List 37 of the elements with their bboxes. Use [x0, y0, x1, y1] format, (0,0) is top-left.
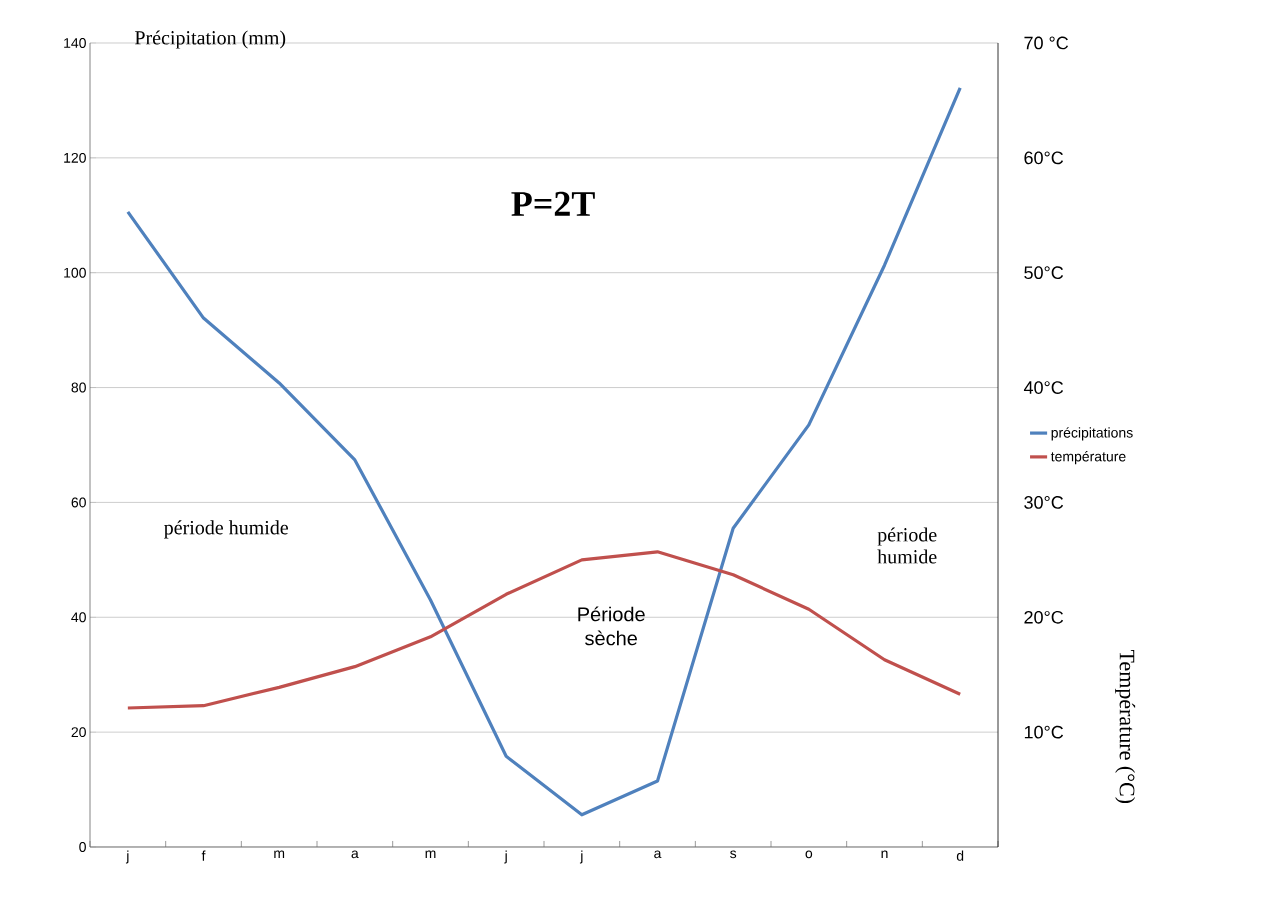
y-tick-label: 100 — [64, 267, 86, 278]
y2-tick-label: 20°C — [1024, 610, 1064, 624]
x-tick-label: j — [504, 850, 507, 864]
y2-axis-title: Température (°C) — [1115, 649, 1136, 804]
y-tick-label: 20 — [71, 727, 86, 738]
y-axis-title: Précipitation (mm) — [134, 30, 286, 49]
y-tick-label: 80 — [71, 382, 86, 393]
x-tick-label: d — [956, 850, 964, 861]
x-tick-label: o — [805, 850, 813, 859]
y2-tick-label: 10°C — [1024, 725, 1064, 739]
annotation: période humide — [164, 520, 289, 539]
y-tick-label: 0 — [79, 842, 86, 852]
annotation: P=2T — [511, 191, 595, 216]
x-tick-label: j — [579, 850, 583, 864]
x-tick-label: a — [654, 850, 662, 859]
y-tick-label: 40 — [71, 612, 86, 623]
annotation: période humide — [877, 527, 937, 564]
x-tick-label: a — [351, 850, 359, 859]
x-tick-label: m — [425, 850, 436, 859]
y2-tick-label: 60°C — [1024, 151, 1064, 165]
line-series — [126, 550, 962, 710]
x-tick-label: m — [274, 850, 285, 859]
x-tick-label: f — [201, 850, 206, 861]
legend-label: précipitations — [1051, 427, 1133, 441]
y2-tick-label: 30°C — [1024, 496, 1064, 509]
x-tick-label: j — [125, 850, 129, 864]
y2-tick-label: 70 °C — [1024, 36, 1069, 50]
y-tick-label: 120 — [64, 152, 86, 163]
y2-tick-label: 50°C — [1024, 266, 1064, 280]
y-tick-label: 140 — [64, 38, 86, 48]
legend-label: température — [1050, 450, 1126, 465]
line-series — [126, 86, 962, 817]
y-tick-label: 60 — [71, 497, 86, 508]
x-tick-label: s — [730, 850, 737, 859]
x-tick-label: n — [881, 850, 888, 859]
annotation: Période sèche — [578, 606, 645, 646]
y2-tick-label: 40°C — [1023, 381, 1064, 394]
